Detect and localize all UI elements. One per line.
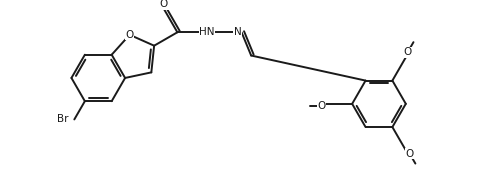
Text: HN: HN [199,27,214,37]
Text: O: O [317,101,326,111]
Text: O: O [126,30,134,40]
Text: Br: Br [57,114,69,124]
Text: O: O [404,47,412,57]
Text: N: N [234,27,242,37]
Text: O: O [160,0,168,9]
Text: O: O [406,149,414,159]
